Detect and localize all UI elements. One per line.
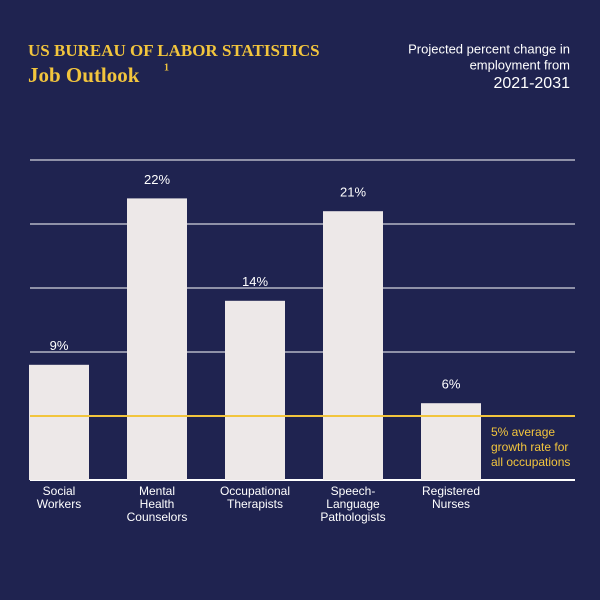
x-tick-label: Health bbox=[140, 497, 175, 511]
x-tick-label: Occupational bbox=[220, 484, 290, 498]
x-tick-label: Mental bbox=[139, 484, 175, 498]
reference-label: 5% average bbox=[491, 425, 555, 439]
x-tick-label: Social bbox=[43, 484, 76, 498]
x-tick-label: Speech- bbox=[331, 484, 376, 498]
reference-label: all occupations bbox=[491, 455, 570, 469]
period: 2021-2031 bbox=[493, 75, 570, 92]
chart-subtitle: Job Outlook bbox=[28, 63, 140, 87]
chart-title: US BUREAU OF LABOR STATISTICS bbox=[28, 41, 320, 60]
value-label: 9% bbox=[50, 338, 69, 353]
x-tick-label: Language bbox=[326, 497, 380, 511]
bar bbox=[225, 300, 285, 480]
bar bbox=[421, 403, 481, 480]
bar bbox=[127, 198, 187, 480]
x-tick-label: Nurses bbox=[432, 497, 470, 511]
x-tick-label: Pathologists bbox=[320, 510, 385, 524]
footnote-mark: 1 bbox=[164, 62, 169, 73]
note-line: employment from bbox=[470, 57, 570, 72]
value-label: 22% bbox=[144, 172, 170, 187]
value-label: 14% bbox=[242, 274, 268, 289]
value-label: 6% bbox=[442, 377, 461, 392]
x-tick-label: Registered bbox=[422, 484, 480, 498]
bar bbox=[323, 211, 383, 480]
reference-label: growth rate for bbox=[491, 440, 568, 454]
value-label: 21% bbox=[340, 185, 366, 200]
x-tick-label: Therapists bbox=[227, 497, 283, 511]
x-tick-label: Workers bbox=[37, 497, 81, 511]
note-line: Projected percent change in bbox=[408, 41, 570, 56]
bar bbox=[29, 364, 89, 480]
x-tick-label: Counselors bbox=[127, 510, 188, 524]
